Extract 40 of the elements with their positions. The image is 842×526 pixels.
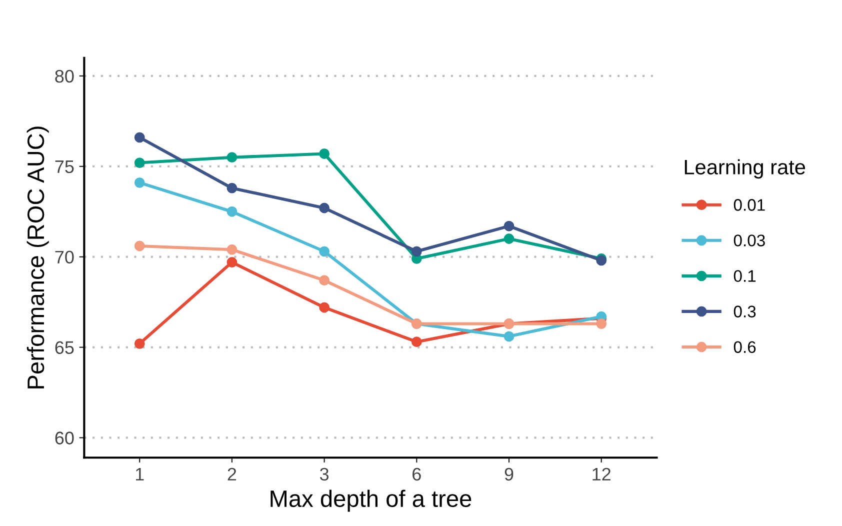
x-tick-label: 1 xyxy=(136,468,144,480)
point xyxy=(134,177,145,188)
point xyxy=(226,206,238,217)
point xyxy=(504,331,514,342)
point xyxy=(134,338,145,349)
x-tick-label: 3 xyxy=(320,468,329,481)
x-tick-label: 6 xyxy=(412,468,421,481)
point xyxy=(134,158,145,168)
y-tick-label: 70 xyxy=(55,250,74,264)
x-tick-label: 2 xyxy=(228,468,236,480)
legend-label: 0.6 xyxy=(734,341,756,353)
point xyxy=(226,152,238,163)
point xyxy=(411,246,422,257)
point xyxy=(226,182,238,194)
x-axis-title: Max depth of a tree xyxy=(270,490,472,512)
y-tick-label: 65 xyxy=(55,341,74,354)
point xyxy=(319,302,330,313)
x-tick-label: 9 xyxy=(504,468,514,481)
x-tick-label: 12 xyxy=(592,468,610,480)
legend-label: 0.3 xyxy=(734,306,756,318)
point xyxy=(596,318,607,329)
legend-title: Learning rate xyxy=(684,159,806,179)
point xyxy=(226,244,238,255)
point xyxy=(504,220,514,232)
legend-label: 0.03 xyxy=(734,234,765,246)
point xyxy=(411,336,422,348)
y-tick-label: 80 xyxy=(55,70,74,83)
point xyxy=(319,275,330,286)
point xyxy=(319,148,330,159)
point xyxy=(319,202,330,214)
point xyxy=(134,240,145,252)
point xyxy=(226,257,238,268)
point xyxy=(319,246,330,257)
y-tick-label: 75 xyxy=(55,160,74,174)
y-axis-title: Performance (ROC AUC) xyxy=(26,126,49,388)
legend-label: 0.1 xyxy=(734,270,756,282)
point xyxy=(134,132,145,143)
legend-label: 0.01 xyxy=(734,199,765,211)
point xyxy=(504,234,514,244)
y-tick-label: 60 xyxy=(55,432,74,444)
